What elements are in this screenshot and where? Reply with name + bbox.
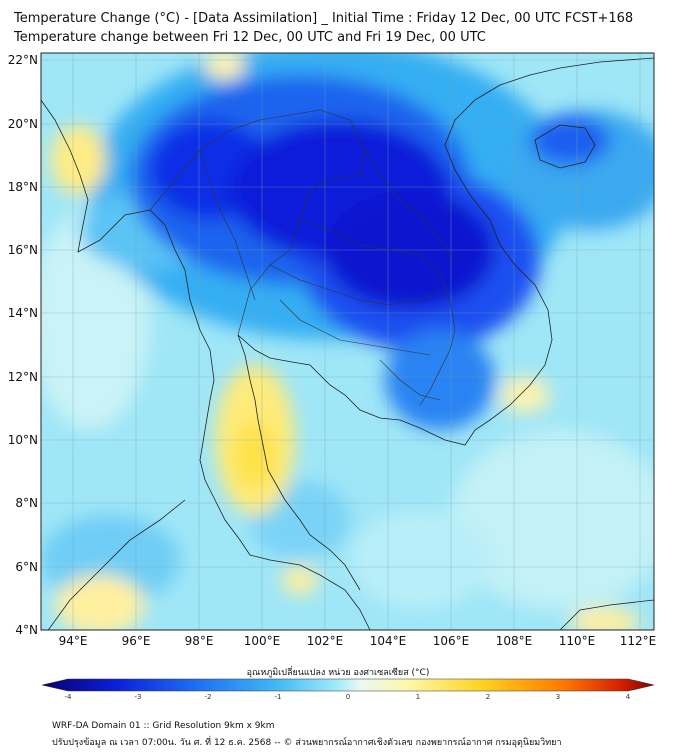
- lon-tick-108: 108°E: [496, 634, 533, 648]
- footer-line-1: WRF-DA Domain 01 :: Grid Resolution 9km …: [52, 721, 275, 731]
- cb-tick-3: 3: [556, 693, 560, 701]
- borders: [149, 109, 456, 406]
- lon-tick-100: 100°E: [244, 634, 281, 648]
- lat-tick-10: 10°N: [8, 433, 38, 447]
- cb-tick-0: 0: [346, 693, 350, 701]
- lat-tick-12: 12°N: [8, 370, 38, 384]
- lon-tick-110: 110°E: [559, 634, 596, 648]
- temperature-field: [41, 53, 654, 630]
- colorbar-label: อุณหภูมิเปลี่ยนแปลง หน่วย องศาเซลเซียส (…: [246, 668, 430, 678]
- lat-tick-22: 22°N: [8, 53, 38, 67]
- colorbar-bar: [41, 678, 655, 692]
- lon-tick-106: 106°E: [433, 634, 470, 648]
- lon-tick-102: 102°E: [307, 634, 344, 648]
- lon-tick-104: 104°E: [370, 634, 407, 648]
- lat-tick-18: 18°N: [8, 180, 38, 194]
- lat-tick-4: 4°N: [15, 623, 38, 637]
- cb-tick-m2: -2: [205, 693, 212, 701]
- gridlines: [41, 53, 654, 630]
- map-frame: [40, 52, 655, 631]
- cb-tick-m1: -1: [275, 693, 282, 701]
- colorbar: -4 -3 -2 -1 0 1 2 3 4: [41, 678, 655, 701]
- cb-tick-m3: -3: [135, 693, 142, 701]
- lon-tick-94: 94°E: [59, 634, 88, 648]
- cb-tick-m4: -4: [65, 693, 73, 701]
- lon-tick-96: 96°E: [122, 634, 151, 648]
- footer-line-2: ปรับปรุงข้อมูล ณ เวลา 07:00น. วัน ศ. ที่…: [52, 738, 562, 748]
- lat-tick-6: 6°N: [15, 560, 38, 574]
- lat-tick-8: 8°N: [15, 496, 38, 510]
- lat-tick-14: 14°N: [8, 306, 38, 320]
- cb-tick-4: 4: [626, 693, 631, 701]
- coastlines: [41, 57, 654, 630]
- cb-tick-1: 1: [416, 693, 420, 701]
- cb-tick-2: 2: [486, 693, 490, 701]
- title-line-2: Temperature change between Fri 12 Dec, 0…: [14, 30, 486, 45]
- lat-tick-20: 20°N: [8, 117, 38, 131]
- lat-tick-16: 16°N: [8, 243, 38, 257]
- lon-tick-98: 98°E: [185, 634, 214, 648]
- title-line-1: Temperature Change (°C) - [Data Assimila…: [14, 11, 634, 26]
- lon-tick-112: 112°E: [620, 634, 657, 648]
